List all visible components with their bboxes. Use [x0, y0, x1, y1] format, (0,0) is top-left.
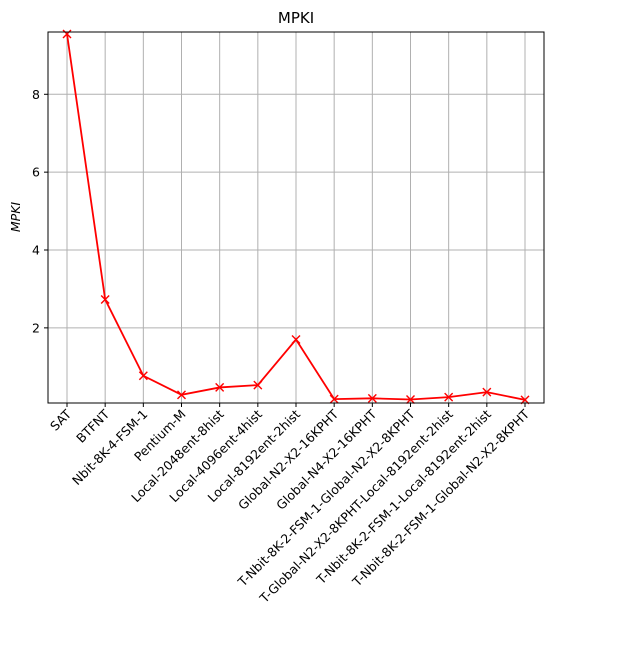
data-point: [177, 390, 186, 400]
y-axis-label: MPKI: [8, 202, 23, 233]
data-point: [138, 371, 148, 381]
y-tick-label: 8: [32, 87, 40, 102]
data-point: [100, 294, 110, 304]
data-point: [291, 335, 301, 345]
y-tick-layer: 2 4 6 8: [32, 87, 48, 335]
y-tick-label: 2: [32, 320, 40, 335]
data-point: [444, 392, 454, 402]
grid-layer: [48, 32, 544, 403]
data-point: [253, 380, 263, 390]
data-point: [406, 395, 415, 404]
data-point: [62, 29, 72, 39]
marker-layer: [62, 29, 530, 405]
y-tick-label: 6: [32, 165, 40, 180]
data-point: [329, 394, 339, 404]
data-point: [215, 382, 225, 392]
chart-title: MPKI: [278, 9, 314, 27]
y-tick-label: 4: [32, 243, 40, 258]
data-point: [482, 387, 492, 397]
data-point: [367, 393, 377, 403]
